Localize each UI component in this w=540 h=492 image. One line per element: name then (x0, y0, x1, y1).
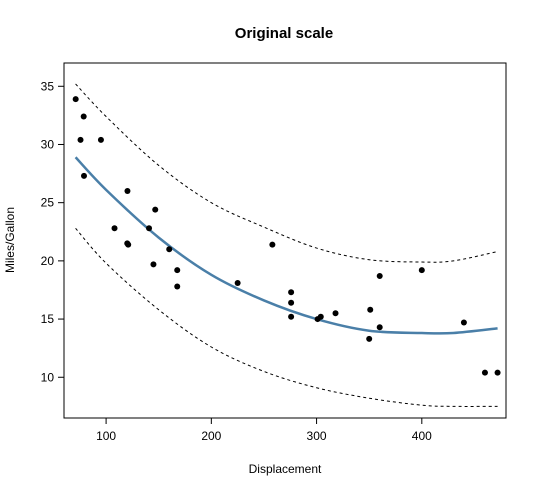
data-point (288, 289, 295, 296)
data-point (97, 136, 104, 143)
data-point (80, 172, 87, 179)
data-point (376, 273, 383, 279)
data-point (460, 319, 467, 326)
data-point (72, 96, 79, 103)
y-axis: 10 15 20 25 30 35 (41, 79, 64, 384)
data-point (152, 206, 159, 213)
y-tick-label: 10 (41, 370, 55, 384)
data-point (174, 283, 181, 290)
data-point (80, 113, 87, 120)
data-point (418, 267, 425, 274)
y-tick-label: 35 (41, 79, 55, 93)
data-point (366, 335, 373, 342)
x-tick-label: 300 (307, 429, 327, 443)
data-point (367, 306, 374, 313)
x-axis: 100 200 300 400 (96, 418, 432, 443)
y-tick-label: 15 (41, 312, 55, 326)
data-point (174, 267, 181, 274)
data-point (77, 136, 84, 143)
x-tick-label: 400 (412, 429, 432, 443)
data-point (317, 313, 324, 320)
y-tick-label: 30 (41, 137, 55, 151)
data-point (288, 299, 295, 306)
plot-frame (63, 62, 507, 419)
y-tick-label: 25 (41, 196, 55, 210)
data-point (481, 369, 488, 376)
y-axis-title: Miles/Gallon (3, 207, 17, 273)
data-point (125, 241, 132, 248)
data-point (146, 225, 153, 232)
data-point (166, 246, 173, 253)
data-point (124, 188, 131, 195)
data-point (376, 324, 383, 331)
data-point (150, 261, 157, 268)
upper-prediction-band (75, 83, 498, 263)
data-point (494, 369, 501, 376)
fitted-curve (74, 156, 498, 335)
y-tick-label: 20 (41, 254, 55, 268)
data-point (111, 225, 118, 232)
fit-line (74, 156, 498, 335)
chart-title: Original scale (235, 25, 333, 42)
data-point (269, 241, 276, 248)
data-points (72, 96, 501, 376)
data-point (288, 313, 295, 320)
lower-prediction-band (75, 227, 498, 407)
x-tick-label: 100 (96, 429, 116, 443)
data-point (332, 310, 339, 317)
prediction-bands (75, 83, 498, 407)
x-tick-label: 200 (201, 429, 221, 443)
x-axis-title: Displacement (249, 462, 322, 476)
data-point (234, 279, 241, 286)
